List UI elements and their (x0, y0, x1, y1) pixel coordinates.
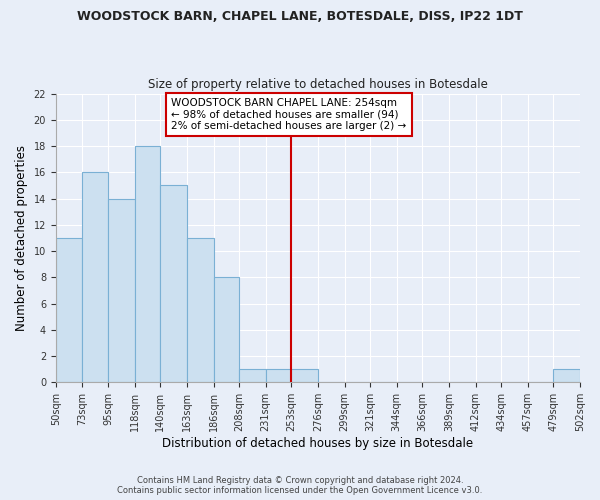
Bar (239, 369, 266, 382)
Bar (291, 369, 318, 382)
Bar (108, 198, 134, 382)
Bar (214, 278, 239, 382)
Bar (187, 238, 214, 382)
Y-axis label: Number of detached properties: Number of detached properties (15, 145, 28, 331)
Text: Contains HM Land Registry data © Crown copyright and database right 2024.
Contai: Contains HM Land Registry data © Crown c… (118, 476, 482, 495)
Text: WOODSTOCK BARN CHAPEL LANE: 254sqm
← 98% of detached houses are smaller (94)
2% : WOODSTOCK BARN CHAPEL LANE: 254sqm ← 98%… (171, 98, 406, 131)
Bar (160, 186, 187, 382)
Bar (56, 238, 82, 382)
Bar (134, 146, 160, 382)
Bar (553, 369, 580, 382)
Bar (266, 369, 291, 382)
Bar (82, 172, 108, 382)
Title: Size of property relative to detached houses in Botesdale: Size of property relative to detached ho… (148, 78, 488, 91)
X-axis label: Distribution of detached houses by size in Botesdale: Distribution of detached houses by size … (163, 437, 473, 450)
Text: WOODSTOCK BARN, CHAPEL LANE, BOTESDALE, DISS, IP22 1DT: WOODSTOCK BARN, CHAPEL LANE, BOTESDALE, … (77, 10, 523, 23)
